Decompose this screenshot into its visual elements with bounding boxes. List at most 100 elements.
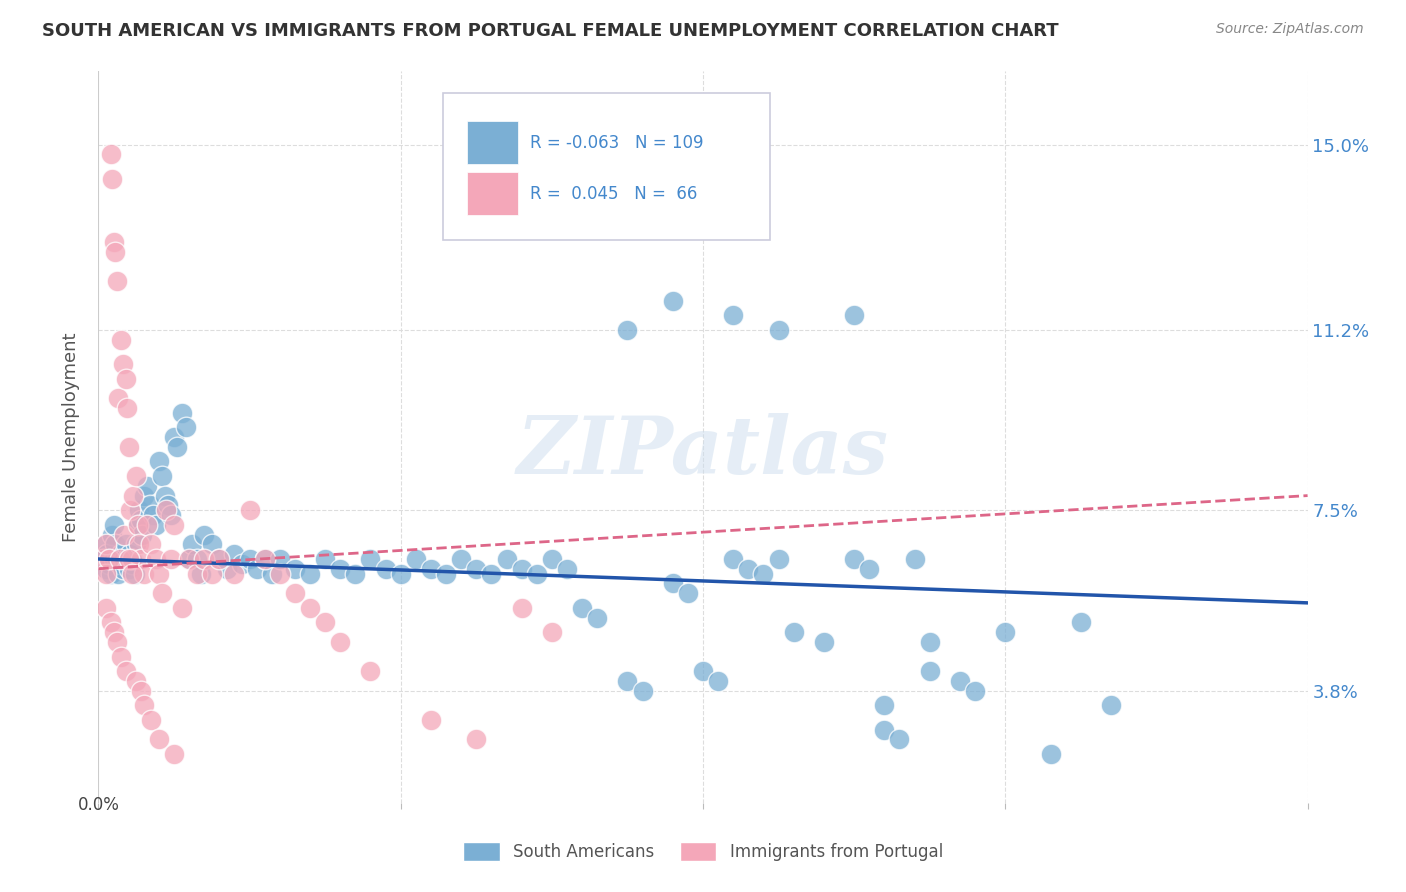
Point — [103, 517, 125, 532]
Point — [132, 698, 155, 713]
Point — [389, 566, 412, 581]
Point — [344, 566, 367, 581]
Point — [186, 552, 208, 566]
Point — [156, 499, 179, 513]
Point — [145, 517, 167, 532]
Text: SOUTH AMERICAN VS IMMIGRANTS FROM PORTUGAL FEMALE UNEMPLOYMENT CORRELATION CHART: SOUTH AMERICAN VS IMMIGRANTS FROM PORTUG… — [42, 22, 1059, 40]
Point — [179, 552, 201, 566]
Point — [495, 552, 517, 566]
Text: R = -0.063   N = 109: R = -0.063 N = 109 — [530, 134, 703, 152]
Point — [737, 562, 759, 576]
FancyBboxPatch shape — [467, 172, 517, 216]
Point — [94, 566, 117, 581]
Point — [104, 537, 127, 551]
Point — [723, 552, 745, 566]
Point — [124, 566, 146, 581]
Point — [112, 527, 135, 541]
Point — [889, 732, 911, 747]
Point — [329, 562, 352, 576]
Point — [844, 308, 866, 322]
Point — [163, 517, 186, 532]
Point — [253, 552, 276, 566]
Point — [284, 586, 307, 600]
Point — [299, 600, 322, 615]
Point — [873, 723, 896, 737]
Point — [239, 503, 262, 517]
Point — [201, 537, 224, 551]
Point — [465, 732, 488, 747]
Point — [120, 503, 142, 517]
Point — [129, 683, 152, 698]
Point — [918, 664, 941, 678]
Point — [111, 562, 134, 576]
Point — [510, 562, 533, 576]
Point — [269, 566, 291, 581]
Point — [91, 552, 114, 566]
Point — [170, 406, 193, 420]
Y-axis label: Female Unemployment: Female Unemployment — [62, 333, 80, 541]
Point — [420, 562, 443, 576]
Point — [329, 635, 352, 649]
Point — [540, 552, 562, 566]
Point — [1099, 698, 1122, 713]
Point — [104, 244, 127, 259]
Point — [128, 537, 150, 551]
Point — [103, 625, 125, 640]
Point — [616, 323, 638, 337]
Point — [125, 469, 148, 483]
Point — [215, 562, 238, 576]
Text: R =  0.045   N =  66: R = 0.045 N = 66 — [530, 186, 697, 203]
Point — [181, 537, 204, 551]
Point — [586, 610, 609, 624]
Point — [131, 527, 153, 541]
Point — [114, 537, 136, 551]
Point — [360, 552, 382, 566]
Point — [314, 552, 336, 566]
Point — [139, 499, 162, 513]
Point — [246, 562, 269, 576]
Point — [105, 274, 128, 288]
Point — [661, 576, 683, 591]
Point — [93, 552, 115, 566]
Point — [98, 557, 121, 571]
Point — [284, 562, 307, 576]
Point — [121, 566, 143, 581]
Point — [150, 586, 173, 600]
Point — [122, 552, 145, 566]
Point — [179, 552, 201, 566]
Point — [314, 615, 336, 630]
Point — [224, 547, 246, 561]
Point — [465, 562, 488, 576]
Point — [239, 552, 262, 566]
Point — [813, 635, 835, 649]
FancyBboxPatch shape — [467, 121, 517, 164]
Point — [107, 391, 129, 405]
Point — [1070, 615, 1092, 630]
Point — [190, 566, 212, 581]
Point — [105, 552, 128, 566]
Point — [118, 440, 141, 454]
Point — [118, 552, 141, 566]
Point — [120, 547, 142, 561]
Point — [844, 552, 866, 566]
Point — [98, 552, 121, 566]
Point — [166, 440, 188, 454]
Point — [163, 747, 186, 761]
Point — [96, 547, 118, 561]
Point — [434, 566, 457, 581]
Point — [231, 557, 253, 571]
Point — [148, 566, 170, 581]
Text: ZIPatlas: ZIPatlas — [517, 413, 889, 491]
Point — [118, 562, 141, 576]
Point — [481, 566, 503, 581]
Point — [103, 235, 125, 249]
Point — [129, 552, 152, 566]
Point — [450, 552, 472, 566]
Point — [122, 489, 145, 503]
Point — [571, 600, 593, 615]
Point — [125, 537, 148, 551]
Point — [707, 673, 730, 688]
Point — [783, 625, 806, 640]
Point — [141, 713, 163, 727]
Point — [107, 566, 129, 581]
